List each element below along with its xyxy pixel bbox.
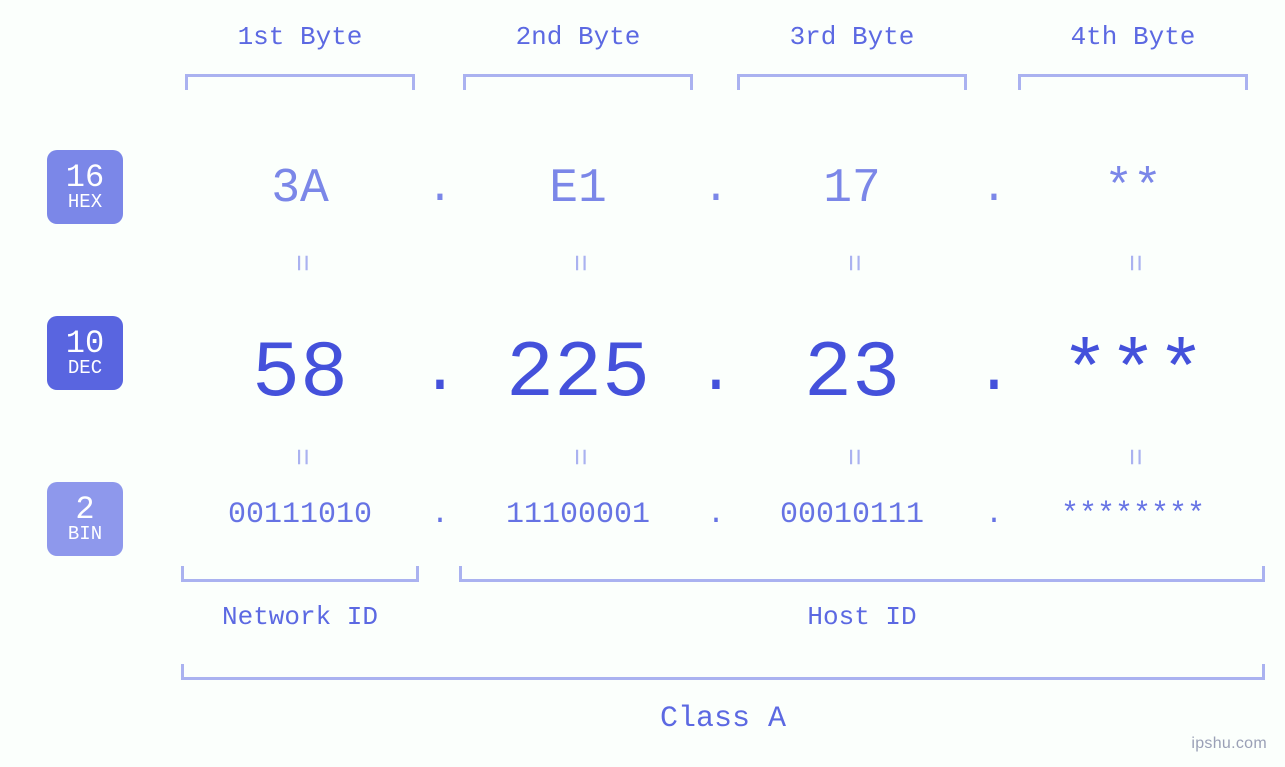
dec-byte-2: 225 [448, 335, 708, 415]
byte-bracket-3 [737, 74, 967, 90]
base-badge-label: DEC [68, 359, 102, 379]
equals-hex-dec-4: = [1116, 248, 1150, 278]
class-label: Class A [181, 702, 1265, 736]
base-badge-hex: 16 HEX [47, 150, 123, 224]
base-badge-dec: 10 DEC [47, 316, 123, 390]
equals-hex-dec-2: = [561, 248, 595, 278]
base-badge-bin: 2 BIN [47, 482, 123, 556]
bin-byte-1: 00111010 [170, 500, 430, 530]
byte-bracket-1 [185, 74, 415, 90]
hex-byte-3: 17 [732, 165, 972, 213]
base-badge-num: 10 [66, 327, 104, 361]
base-badge-label: BIN [68, 525, 102, 545]
base-badge-label: HEX [68, 193, 102, 213]
equals-dec-bin-3: = [835, 442, 869, 472]
bin-byte-3: 00010111 [722, 500, 982, 530]
equals-hex-dec-3: = [835, 248, 869, 278]
base-badge-num: 16 [66, 161, 104, 195]
hex-dot-3: . [974, 167, 1014, 211]
bin-byte-2: 11100001 [448, 500, 708, 530]
hex-dot-2: . [696, 167, 736, 211]
hex-byte-1: 3A [180, 165, 420, 213]
ip-bases-diagram: 1st Byte 2nd Byte 3rd Byte 4th Byte 16 H… [0, 0, 1285, 767]
equals-hex-dec-1: = [283, 248, 317, 278]
byte-label-1: 1st Byte [185, 22, 415, 52]
host-id-label: Host ID [459, 602, 1265, 632]
network-id-bracket [181, 566, 419, 582]
network-id-label: Network ID [181, 602, 419, 632]
byte-bracket-2 [463, 74, 693, 90]
byte-label-4: 4th Byte [1018, 22, 1248, 52]
dec-byte-1: 58 [170, 335, 430, 415]
hex-dot-1: . [420, 167, 460, 211]
byte-bracket-4 [1018, 74, 1248, 90]
hex-byte-2: E1 [458, 165, 698, 213]
byte-label-2: 2nd Byte [463, 22, 693, 52]
class-bracket [181, 664, 1265, 680]
base-badge-num: 2 [75, 493, 94, 527]
dec-byte-3: 23 [722, 335, 982, 415]
byte-label-3: 3rd Byte [737, 22, 967, 52]
equals-dec-bin-1: = [283, 442, 317, 472]
host-id-bracket [459, 566, 1265, 582]
hex-byte-4: ** [1013, 165, 1253, 213]
equals-dec-bin-4: = [1116, 442, 1150, 472]
bin-byte-4: ******** [1003, 500, 1263, 530]
dec-byte-4: *** [1003, 335, 1263, 415]
equals-dec-bin-2: = [561, 442, 595, 472]
watermark: ipshu.com [1191, 735, 1267, 753]
